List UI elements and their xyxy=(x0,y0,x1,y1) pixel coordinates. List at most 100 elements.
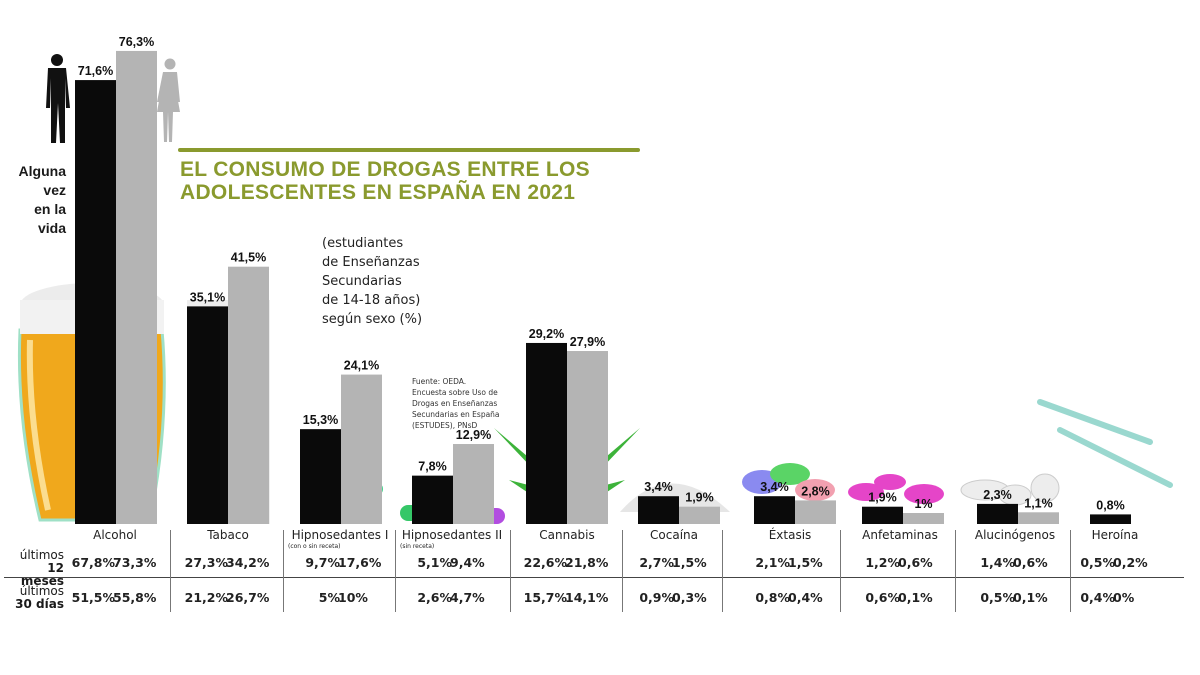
row-label-30-dias: últimos 30 días xyxy=(8,585,64,611)
bar-value-label: 3,4% xyxy=(644,480,673,494)
male-table-value: 2,7% xyxy=(639,555,674,570)
male-bar-6 xyxy=(754,496,795,524)
row-label-bottom: 30 días xyxy=(15,597,64,611)
male-bar-5 xyxy=(638,496,679,524)
female-table-value: 0,4% xyxy=(788,590,823,605)
bar-value-label: 2,8% xyxy=(801,484,830,498)
female-table-value: 34,2% xyxy=(226,555,270,570)
male-table-value: 0,4% xyxy=(1080,590,1115,605)
female-table-value: 4,7% xyxy=(450,590,485,605)
row-label-12-meses: últimos 12 meses xyxy=(8,549,64,588)
row-label-top: últimos xyxy=(19,548,64,562)
category-label: Hipnosedantes II xyxy=(401,528,503,542)
column-separator xyxy=(722,530,723,612)
column-separator xyxy=(283,530,284,612)
male-table-value: 51,5% xyxy=(71,590,115,605)
male-table-value: 0,6% xyxy=(865,590,900,605)
column-separator xyxy=(395,530,396,612)
male-table-value: 5% xyxy=(318,590,340,605)
male-table-value: 0,9% xyxy=(639,590,674,605)
female-bar-7 xyxy=(903,513,944,524)
male-table-value: 2,6% xyxy=(417,590,452,605)
bar-value-label: 3,4% xyxy=(760,480,789,494)
female-bar-6 xyxy=(795,500,836,524)
female-table-value: 73,3% xyxy=(113,555,157,570)
female-bar-0 xyxy=(116,50,157,524)
category-label: Heroína xyxy=(1091,528,1139,542)
female-bar-5 xyxy=(679,506,720,524)
female-table-value: 26,7% xyxy=(226,590,270,605)
bar-value-label: 24,1% xyxy=(344,359,379,373)
bar-metric-label: Alguna vez en la vida xyxy=(18,163,66,236)
source-note: Fuente: OEDA. Encuesta sobre Uso de Drog… xyxy=(412,377,500,430)
male-bar-3 xyxy=(412,475,453,524)
bar-value-label: 35,1% xyxy=(190,290,225,304)
bar-value-label: 1,1% xyxy=(1024,496,1053,510)
male-table-value: 0,5% xyxy=(1080,555,1115,570)
male-table-value: 15,7% xyxy=(523,590,567,605)
male-table-value: 67,8% xyxy=(71,555,115,570)
male-bar-7 xyxy=(862,506,903,524)
female-table-value: 0,2% xyxy=(1113,555,1148,570)
hallucinogen-tablets-icon xyxy=(960,473,1060,506)
category-label: Alucinógenos xyxy=(974,528,1056,542)
bar-value-label: 1,9% xyxy=(685,491,714,505)
male-table-value: 5,1% xyxy=(417,555,452,570)
male-bar-2 xyxy=(300,429,341,524)
bar-value-label: 27,9% xyxy=(570,335,605,349)
female-bar-2 xyxy=(341,374,382,524)
row-label-bottom: 12 meses xyxy=(20,561,64,588)
category-note: (sin receta) xyxy=(400,543,435,550)
category-label: Éxtasis xyxy=(768,528,812,542)
male-table-value: 1,4% xyxy=(980,555,1015,570)
female-table-value: 0,6% xyxy=(898,555,933,570)
bar-value-label: 15,3% xyxy=(303,413,338,427)
male-table-value: 0,8% xyxy=(755,590,790,605)
column-separator xyxy=(1070,530,1071,612)
female-table-value: 1,5% xyxy=(788,555,823,570)
bar-value-label: 76,3% xyxy=(119,35,154,49)
column-separator xyxy=(622,530,623,612)
female-table-value: 0,1% xyxy=(898,590,933,605)
chart-subtitle: (estudiantes de Enseñanzas Secundarias d… xyxy=(322,236,423,327)
female-table-value: 9,4% xyxy=(450,555,485,570)
female-bar-1 xyxy=(228,266,269,524)
male-table-value: 2,1% xyxy=(755,555,790,570)
female-table-value: 0% xyxy=(1113,590,1135,605)
female-table-value: 55,8% xyxy=(113,590,157,605)
bar-value-label: 41,5% xyxy=(231,251,266,265)
female-table-value: 1,5% xyxy=(672,555,707,570)
male-table-value: 1,2% xyxy=(865,555,900,570)
table-divider xyxy=(4,577,1184,578)
bar-value-label: 71,6% xyxy=(78,64,113,78)
male-table-value: 0,5% xyxy=(980,590,1015,605)
male-table-value: 9,7% xyxy=(305,555,340,570)
bar-value-label: 12,9% xyxy=(456,428,491,442)
column-separator xyxy=(840,530,841,612)
female-bar-3 xyxy=(453,444,494,524)
male-table-value: 21,2% xyxy=(184,590,228,605)
bar-value-label: 7,8% xyxy=(418,460,447,474)
female-table-value: 0,6% xyxy=(1013,555,1048,570)
female-table-value: 17,6% xyxy=(338,555,382,570)
female-bar-8 xyxy=(1018,512,1059,524)
category-label: Tabaco xyxy=(207,528,249,542)
female-table-value: 14,1% xyxy=(565,590,609,605)
bar-value-label: 2,3% xyxy=(983,488,1012,502)
male-table-value: 22,6% xyxy=(523,555,567,570)
category-label: Cannabis xyxy=(539,528,595,542)
bar-value-label: 1% xyxy=(914,497,932,511)
category-label: Alcohol xyxy=(93,528,137,542)
man-silhouette-icon xyxy=(46,54,70,143)
female-table-value: 0,1% xyxy=(1013,590,1048,605)
woman-silhouette-icon xyxy=(157,58,180,142)
female-table-value: 10% xyxy=(338,590,368,605)
column-separator xyxy=(170,530,171,612)
ecstasy-pills-icon xyxy=(742,463,835,501)
category-note: (con o sin receta) xyxy=(288,543,341,550)
bar-value-label: 29,2% xyxy=(529,327,564,341)
female-bar-4 xyxy=(567,351,608,524)
chart-title: EL CONSUMO DE DROGAS ENTRE LOS ADOLESCEN… xyxy=(180,158,590,204)
male-bar-9 xyxy=(1090,514,1131,524)
